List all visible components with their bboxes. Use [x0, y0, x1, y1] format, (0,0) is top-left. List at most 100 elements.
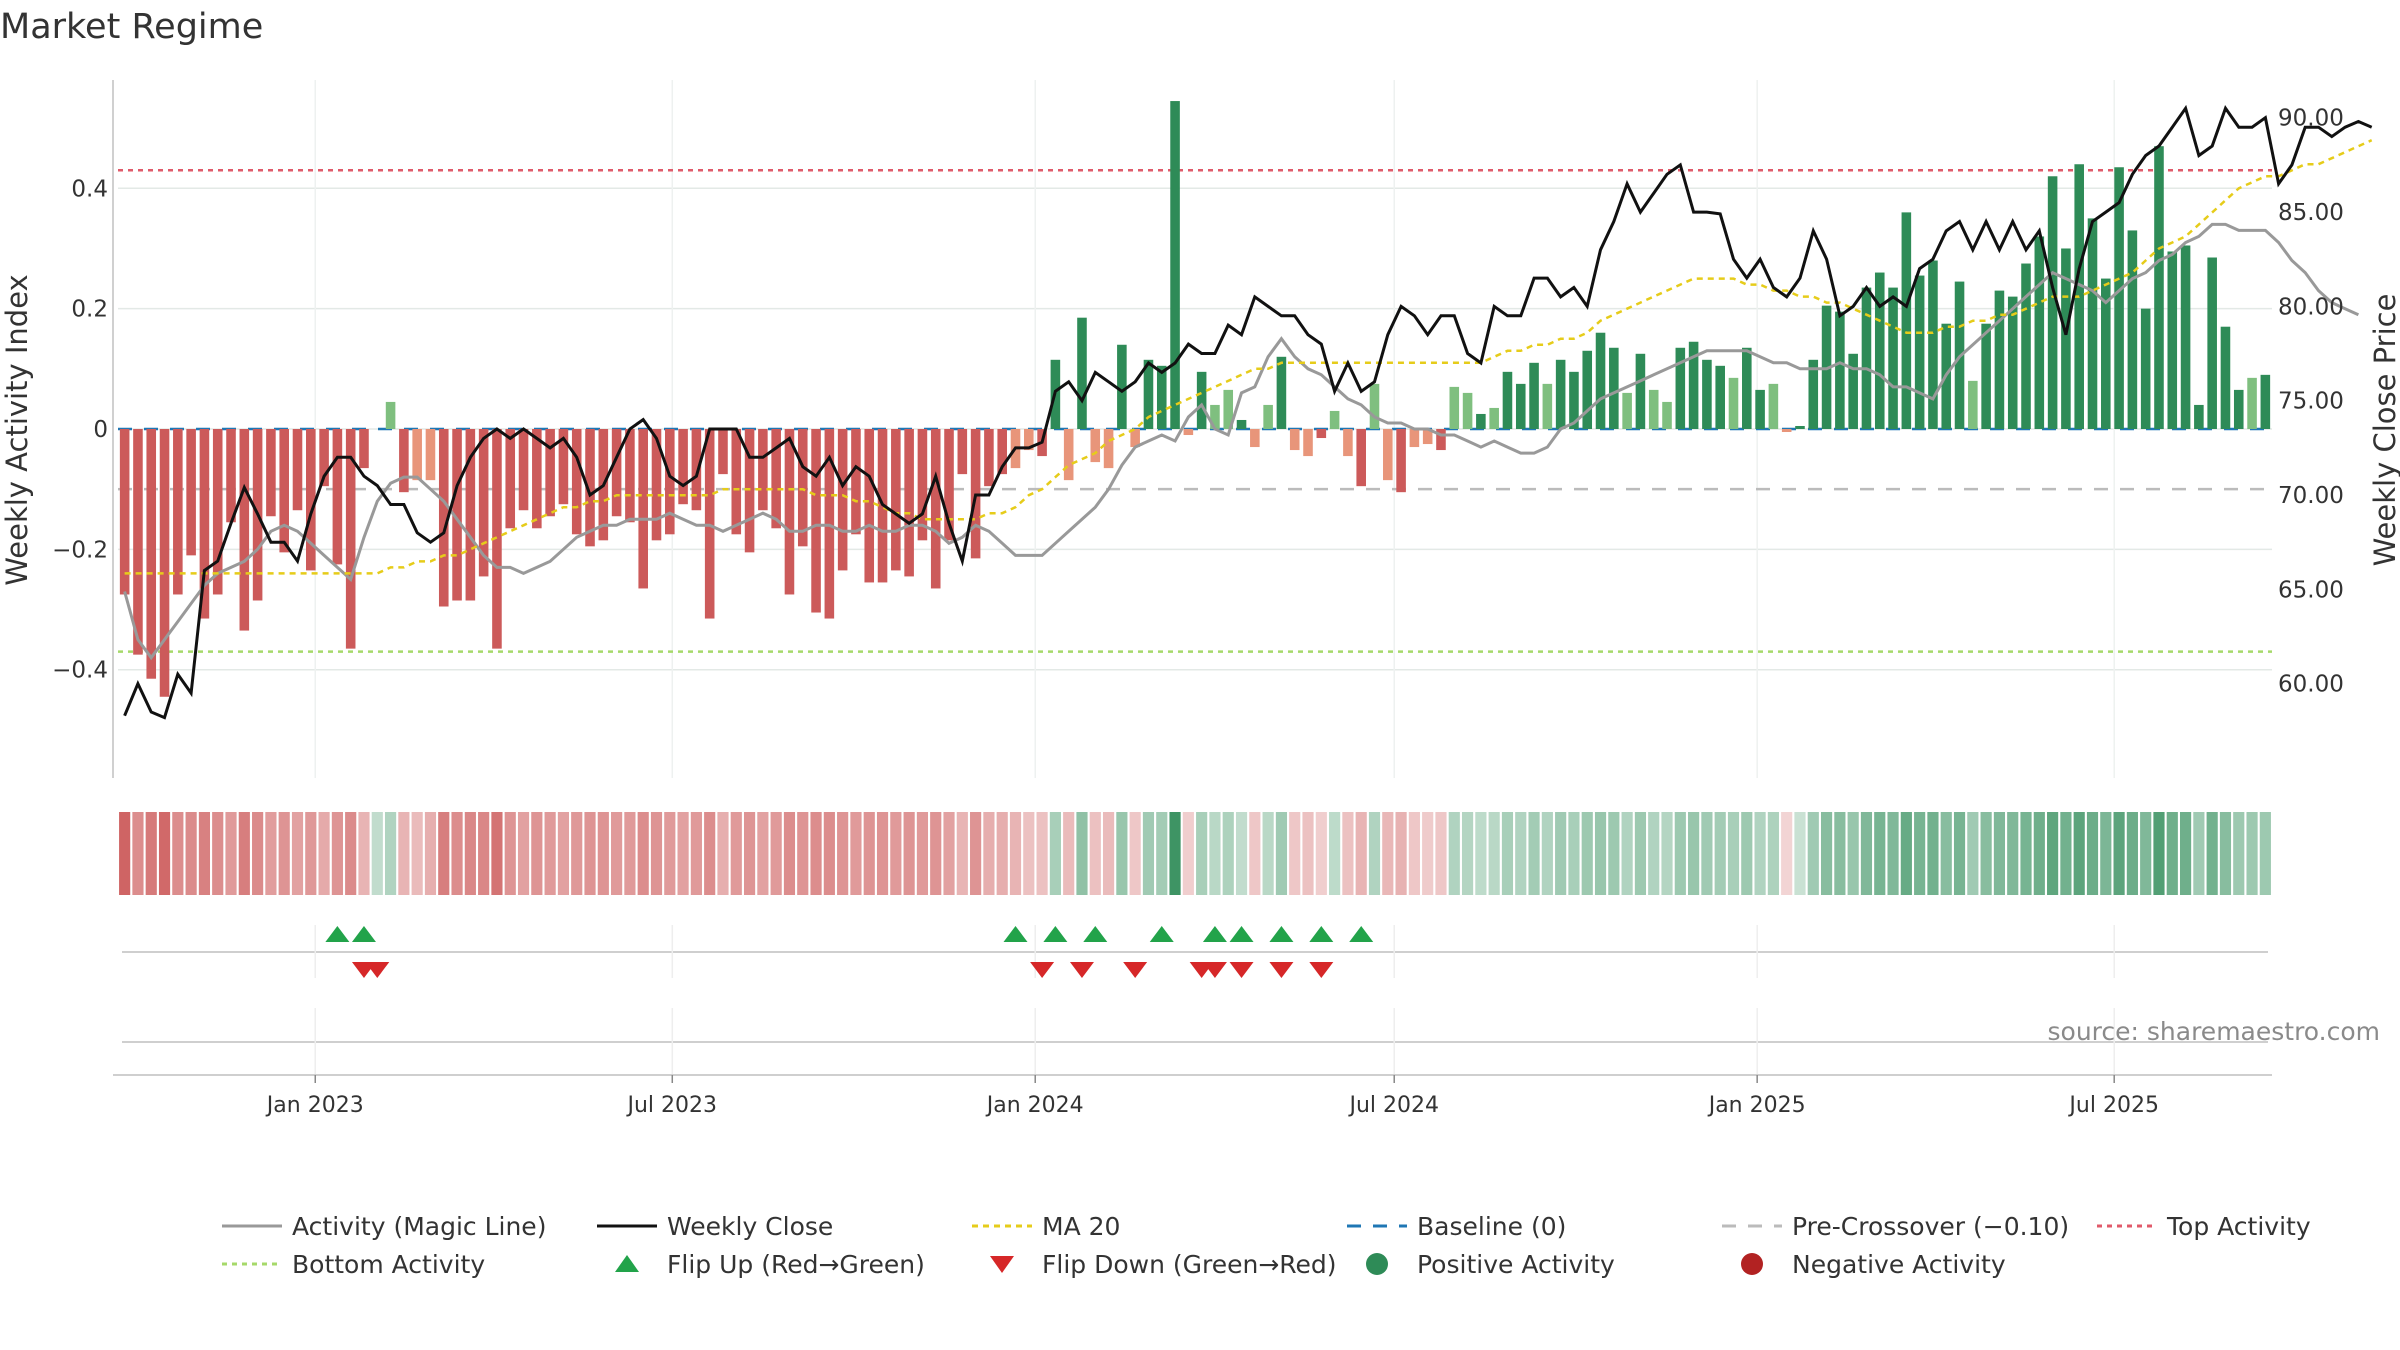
flip-up-marker	[1083, 926, 1108, 942]
regime-cell	[1714, 812, 1726, 895]
y-tick-left: 0	[93, 417, 108, 443]
activity-bar	[226, 429, 236, 523]
activity-bar	[465, 429, 476, 601]
activity-bar	[1170, 101, 1180, 429]
regime-cell	[1262, 812, 1274, 895]
y-tick-left: −0.2	[52, 537, 108, 563]
regime-cell	[1475, 812, 1487, 895]
activity-bar	[1316, 429, 1327, 439]
flip-markers	[122, 925, 2268, 978]
activity-bar	[1329, 410, 1340, 429]
regime-cell	[1701, 812, 1713, 895]
weekly-close-line	[123, 104, 2373, 720]
activity-bar	[1555, 359, 1566, 429]
regime-cell	[943, 812, 955, 895]
legend-label: MA 20	[1042, 1212, 1120, 1241]
regime-cell	[1488, 812, 1500, 895]
regime-cell	[823, 812, 835, 895]
regime-cell	[1023, 812, 1035, 895]
x-tick-label: Jul 2023	[626, 1093, 718, 1118]
regime-cell	[664, 812, 676, 895]
magic-line	[123, 222, 2360, 661]
activity-bar	[1675, 347, 1686, 429]
flip-down-marker	[1069, 962, 1094, 978]
source-note: source: sharemaestro.com	[2048, 1017, 2381, 1046]
activity-bar	[2180, 245, 2191, 429]
activity-bar	[399, 429, 409, 493]
activity-bar	[306, 429, 316, 571]
activity-bar	[359, 429, 369, 469]
legend-item: Negative Activity	[1741, 1250, 2006, 1279]
regime-cell	[2073, 812, 2085, 895]
flip-up-marker	[1349, 926, 1374, 942]
regime-cell	[1129, 812, 1141, 895]
regime-cell	[1009, 812, 1022, 895]
activity-bar	[2114, 167, 2124, 429]
regime-cell	[717, 812, 729, 895]
activity-bar	[944, 429, 954, 541]
regime-cell	[252, 812, 264, 895]
regime-cell	[2100, 812, 2112, 895]
activity-bar	[1728, 377, 1739, 429]
regime-cell	[677, 812, 689, 895]
activity-bar	[319, 429, 329, 487]
regime-cell	[1594, 812, 1607, 895]
regime-cell	[1275, 812, 1288, 895]
axes: Weekly Activity Index Weekly Close Price…	[0, 80, 2400, 778]
regime-cell	[172, 812, 184, 895]
regime-cell	[1541, 812, 1553, 895]
activity-bar	[1981, 323, 1991, 429]
activity-bar	[186, 429, 196, 556]
regime-cell	[970, 812, 982, 895]
activity-bar	[2247, 377, 2257, 429]
activity-bar	[2061, 248, 2071, 429]
activity-bar	[1742, 347, 1752, 429]
regime-cell	[1674, 812, 1686, 895]
activity-bar	[279, 429, 289, 553]
legend-item: Activity (Magic Line)	[222, 1212, 546, 1241]
regime-cell	[1555, 812, 1567, 895]
activity-bar	[438, 429, 449, 607]
y-tick-left: −0.4	[52, 658, 108, 684]
regime-cell	[1461, 812, 1474, 895]
activity-bar	[1449, 386, 1460, 429]
regime-cell	[783, 812, 796, 895]
regime-cell	[1741, 812, 1753, 895]
regime-cell	[318, 812, 330, 895]
activity-bar	[811, 429, 821, 613]
regime-cell	[371, 812, 383, 895]
regime-cell	[2020, 812, 2032, 895]
regime-cell	[544, 812, 556, 895]
legend: Activity (Magic Line) Weekly Close MA 20 Ba…	[222, 1212, 2311, 1279]
regime-cell	[1914, 812, 1926, 895]
regime-cell	[903, 812, 915, 895]
activity-bar	[1928, 260, 1938, 429]
regime-cell	[1900, 812, 1912, 895]
flip-down-marker	[1309, 962, 1334, 978]
regime-cell	[517, 812, 530, 895]
activity-bar	[1409, 429, 1420, 448]
flip-down-marker	[1123, 962, 1148, 978]
regime-cell	[1608, 812, 1620, 895]
activity-bar	[891, 429, 901, 571]
legend-label: Top Activity	[2166, 1212, 2311, 1241]
regime-cell	[1289, 812, 1301, 895]
regime-cell	[451, 812, 463, 895]
regime-cell	[278, 812, 290, 895]
legend-label: Baseline (0)	[1417, 1212, 1566, 1241]
activity-bar	[425, 429, 436, 481]
regime-cell	[1621, 812, 1633, 895]
regime-cell	[158, 812, 171, 895]
x-tick-label: Jan 2024	[985, 1093, 1084, 1118]
regime-cell	[478, 812, 490, 895]
activity-bar	[1848, 353, 1858, 429]
activity-bar	[1130, 429, 1140, 448]
activity-bar	[558, 429, 569, 505]
regime-cell	[1249, 812, 1261, 895]
activity-bar	[1422, 429, 1433, 445]
series-lines	[123, 104, 2373, 720]
regime-cell	[1116, 812, 1128, 895]
activity-bar	[2260, 374, 2271, 429]
x-axis: Jan 2023 Jul 2023 Jan 2024 Jul 2024 Jan 2025…	[113, 1008, 2272, 1118]
